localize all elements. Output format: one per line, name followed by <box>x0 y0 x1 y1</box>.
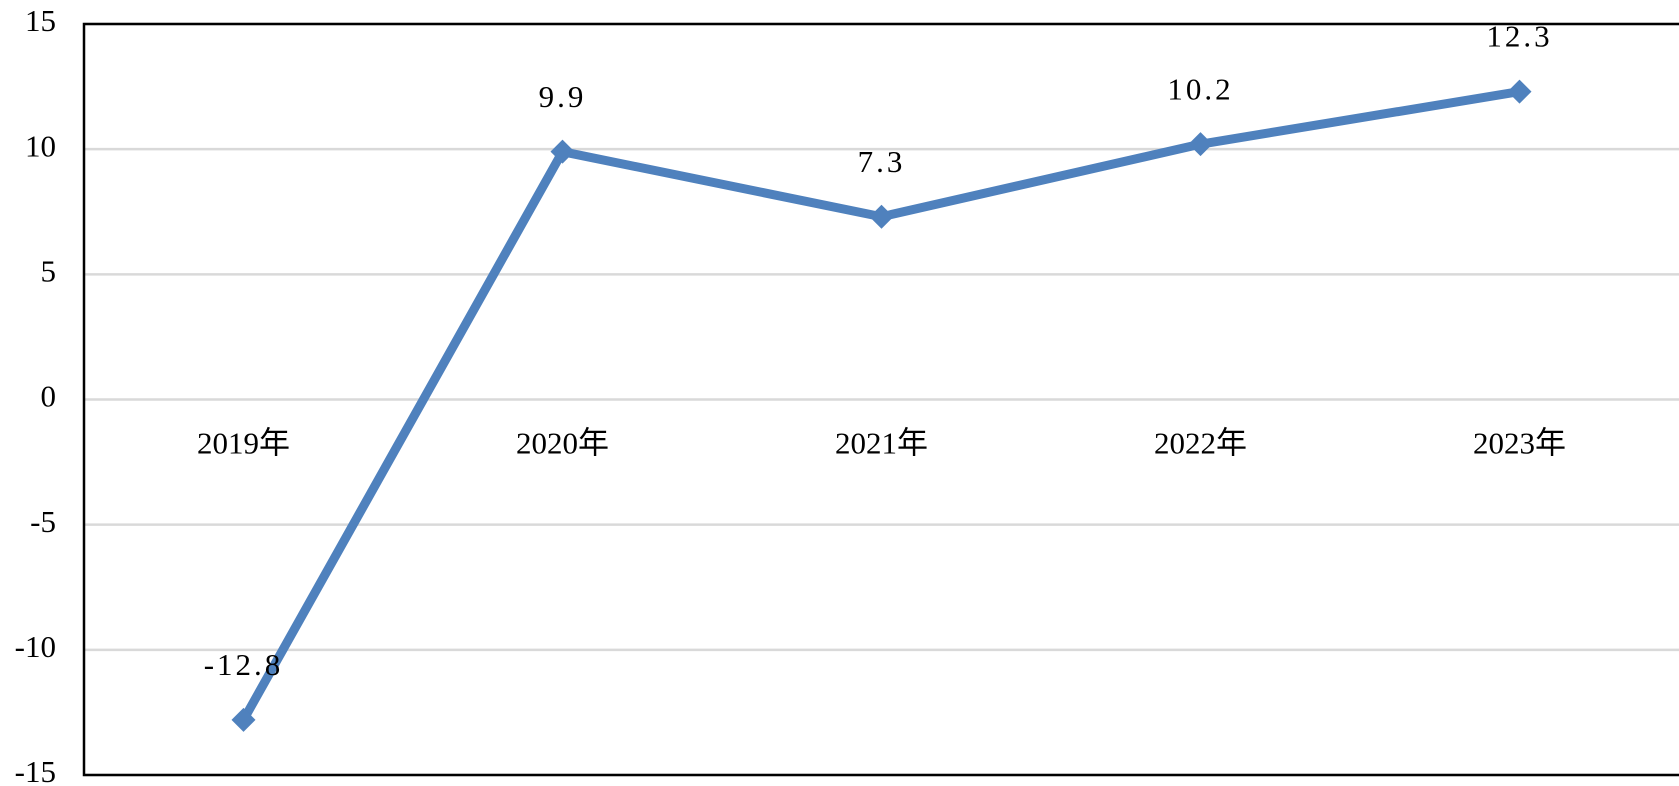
y-tick-label: 0 <box>41 379 57 414</box>
line <box>239 87 1521 723</box>
x-tick-label: 2020年 <box>516 426 609 461</box>
y-tick-label: -15 <box>15 754 56 786</box>
y-tick-label: 5 <box>41 253 57 288</box>
data-label: 7.3 <box>858 144 906 179</box>
x-tick-label: 2022年 <box>1154 426 1247 461</box>
plot-frame <box>82 22 1679 777</box>
marker <box>550 139 575 164</box>
x-tick-label: 2021年 <box>835 426 928 461</box>
data-label: -12.8 <box>204 647 284 682</box>
x-tick-label: 2023年 <box>1473 426 1566 461</box>
marker <box>1188 132 1213 157</box>
data-label: 9.9 <box>539 79 587 114</box>
data-label: 12.3 <box>1486 19 1552 54</box>
x-tick-label: 2019年 <box>197 426 290 461</box>
marker <box>231 707 256 732</box>
y-tick-label: 15 <box>25 3 56 38</box>
y-tick-label: -10 <box>15 629 56 664</box>
y-tick-label: 10 <box>25 128 56 163</box>
y-tick-label: -5 <box>30 504 56 539</box>
marker <box>1507 79 1532 104</box>
marker <box>869 204 894 229</box>
data-label: 10.2 <box>1167 71 1233 106</box>
